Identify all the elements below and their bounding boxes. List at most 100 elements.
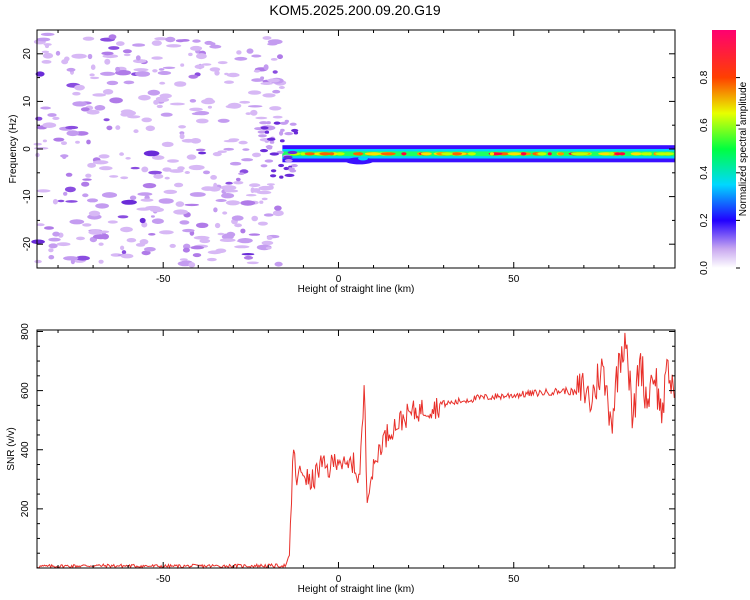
noise-blob [241, 253, 255, 256]
noise-blob [88, 210, 101, 217]
noise-blob [101, 192, 118, 198]
noise-blob [236, 50, 242, 55]
noise-blob [31, 239, 45, 245]
colorbar-label: Normalized spectral amplitude [738, 81, 749, 216]
noise-blob [148, 233, 156, 236]
noise-blob [152, 155, 165, 160]
y-tick-label: 200 [20, 500, 31, 517]
noise-blob [48, 243, 58, 249]
noise-blob [156, 104, 163, 109]
noise-blob [277, 54, 283, 60]
signal-band-core [282, 151, 675, 157]
x-tick-label: 50 [508, 274, 520, 285]
signal-hotspot [328, 152, 335, 156]
noise-blob [221, 193, 235, 199]
noise-blob [82, 36, 95, 41]
noise-blob [92, 160, 109, 165]
noise-blob [242, 148, 250, 151]
noise-blob [144, 247, 156, 252]
noise-blob [135, 71, 151, 77]
signal-hotspot [300, 152, 306, 156]
noise-blob [65, 200, 78, 203]
noise-blob [266, 235, 273, 240]
noise-blob [225, 181, 233, 185]
noise-blob [234, 56, 248, 61]
noise-blob [250, 109, 258, 116]
noise-blob [145, 125, 155, 132]
noise-blob [44, 226, 54, 230]
signal-hotspot [401, 152, 407, 156]
y-tick-label: 0 [22, 146, 33, 152]
colorbar-tick-label: 0.4 [699, 165, 710, 179]
signal-fringe [287, 150, 298, 155]
noise-blob [64, 186, 76, 193]
x-tick-label: -50 [156, 574, 171, 585]
signal-fringe [276, 150, 284, 154]
y-tick-label: 20 [22, 48, 33, 60]
noise-blob [141, 117, 152, 123]
noise-blob [120, 176, 129, 180]
noise-blob [155, 97, 170, 103]
noise-blob [142, 183, 157, 189]
noise-blob [92, 93, 107, 97]
noise-blob [188, 164, 205, 171]
noise-blob [70, 259, 75, 265]
noise-blob [133, 59, 147, 64]
signal-hotspot [319, 152, 331, 156]
noise-blob [201, 186, 215, 191]
noise-blob [120, 245, 125, 251]
noise-blob [220, 185, 237, 191]
noise-blob [184, 203, 199, 207]
signal-fringe [284, 132, 294, 136]
noise-blob [129, 195, 137, 201]
colorbar-gradient [712, 30, 736, 268]
noise-blob [166, 44, 182, 48]
noise-blob [163, 189, 178, 194]
noise-blob [36, 223, 45, 227]
noise-blob [198, 151, 207, 155]
noise-blob [255, 116, 268, 120]
noise-blob [81, 181, 90, 187]
noise-blob [161, 141, 174, 147]
noise-blob [40, 106, 51, 110]
noise-blob [263, 213, 274, 217]
noise-blob [48, 248, 54, 253]
noise-blob [272, 70, 278, 74]
noise-blob [256, 190, 272, 195]
noise-blob [99, 166, 113, 171]
noise-blob [72, 91, 81, 96]
signal-hotspot [467, 152, 476, 156]
noise-blob [65, 172, 73, 177]
signal-fringe [266, 121, 271, 125]
noise-blob [69, 219, 85, 225]
noise-blob [180, 63, 185, 67]
noise-blob [139, 217, 146, 224]
x-tick-label: 0 [336, 274, 342, 285]
snr-ticks: -50 0 50 200 400 600 800 [20, 323, 675, 585]
noise-blob [43, 43, 52, 46]
noise-blob [214, 70, 220, 76]
noise-blob [194, 64, 205, 69]
noise-blob [175, 201, 185, 207]
noise-blob [231, 215, 244, 221]
noise-blob [248, 90, 262, 95]
figure-title: KOM5.2025.200.09.20.G19 [269, 2, 440, 18]
noise-blob [173, 209, 189, 215]
noise-blob [159, 230, 174, 235]
signal-fringe [280, 128, 285, 132]
noise-blob [265, 246, 272, 250]
signal-hotspot [304, 152, 315, 156]
noise-blob [233, 181, 244, 185]
spectrogram-heatmap [31, 32, 675, 268]
signal-hotspot [489, 152, 495, 156]
noise-blob [179, 133, 185, 140]
x-tick-label: -50 [156, 274, 171, 285]
noise-blob [243, 255, 254, 260]
noise-blob [95, 203, 109, 209]
noise-blob [261, 197, 268, 201]
noise-blob [48, 237, 61, 242]
noise-blob [252, 152, 261, 158]
noise-blob [82, 193, 89, 198]
x-tick-label: 50 [508, 574, 520, 585]
noise-blob [126, 238, 137, 243]
